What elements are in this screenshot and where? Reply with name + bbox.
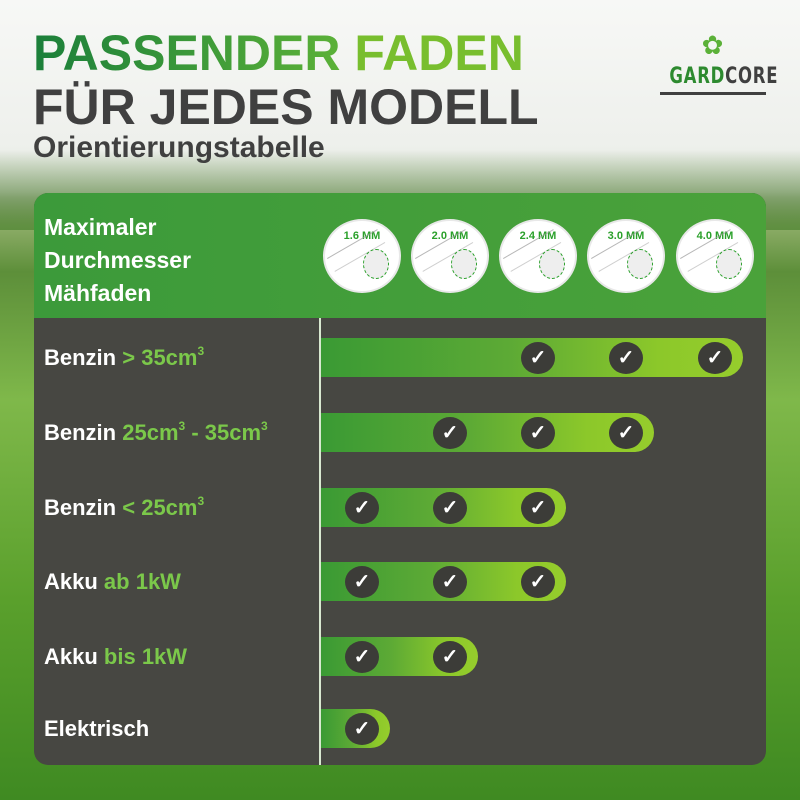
highlight-text: < 25cm bbox=[122, 495, 198, 520]
title-line-1: PASSENDER FADEN bbox=[33, 28, 524, 78]
check-icon: ✓ bbox=[433, 641, 467, 673]
check-icon: ✓ bbox=[521, 492, 555, 524]
row-label-main: Akku bbox=[44, 644, 98, 669]
row-label: Benzin < 25cm3 bbox=[44, 495, 204, 520]
superscript: 3 bbox=[261, 419, 268, 433]
row-label-highlight: < 25cm3 bbox=[122, 495, 204, 520]
line-cross-section-icon bbox=[539, 249, 565, 279]
row-label-main: Benzin bbox=[44, 345, 117, 370]
size-circle-1: 2.0 MM bbox=[411, 219, 489, 293]
highlight-text: > 35cm bbox=[122, 345, 198, 370]
line-cross-section-icon bbox=[627, 249, 653, 279]
check-icon: ✓ bbox=[521, 342, 555, 374]
highlight-text: bis 1kW bbox=[103, 644, 188, 669]
row-label: Akku ab 1kW bbox=[44, 571, 181, 593]
size-circle-4: 4.0 MM bbox=[676, 219, 754, 293]
logo-text-gard: GARD bbox=[669, 64, 726, 89]
check-icon: ✓ bbox=[609, 417, 643, 449]
check-icon: ✓ bbox=[698, 342, 732, 374]
header-label-line: Mähfaden bbox=[44, 280, 152, 306]
logo-underline bbox=[659, 92, 766, 95]
gardcore-logo: ✿ GARDCORE bbox=[655, 30, 777, 112]
check-icon: ✓ bbox=[345, 641, 379, 673]
header-label-line: Maximaler bbox=[44, 214, 157, 240]
header-label-line: Durchmesser bbox=[44, 247, 192, 273]
logo-text-core: CORE bbox=[725, 64, 779, 89]
highlight-text: 25cm bbox=[122, 420, 179, 445]
line-cross-section-icon bbox=[716, 249, 742, 279]
size-label: 1.6 MM bbox=[343, 230, 381, 242]
check-icon: ✓ bbox=[609, 342, 643, 374]
row-label-highlight: bis 1kW bbox=[104, 644, 187, 669]
header-label: Maximaler Durchmesser Mähfaden bbox=[44, 211, 191, 310]
size-label: 2.4 MM bbox=[519, 230, 557, 242]
size-circle-0: 1.6 MM bbox=[323, 219, 401, 293]
size-label: 4.0 MM bbox=[696, 230, 734, 242]
highlight-text: ab 1kW bbox=[103, 569, 181, 594]
row-label-highlight: 25cm3 - 35cm3 bbox=[122, 420, 267, 445]
row-label-main: Elektrisch bbox=[44, 716, 150, 741]
check-icon: ✓ bbox=[345, 713, 379, 745]
row-label-main: Benzin bbox=[44, 495, 117, 520]
row-label: Akku bis 1kW bbox=[44, 646, 187, 668]
size-label: 2.0 MM bbox=[431, 230, 469, 242]
row-label-highlight: ab 1kW bbox=[104, 569, 181, 594]
subtitle: Orientierungstabelle bbox=[33, 131, 325, 164]
superscript: 3 bbox=[197, 344, 205, 358]
compatibility-bar bbox=[321, 413, 654, 452]
title-word-faden: FADEN bbox=[354, 25, 524, 81]
row-label-highlight: > 35cm3 bbox=[122, 345, 204, 370]
title-word-passender: PASSENDER bbox=[33, 25, 341, 81]
plant-icon: ✿ bbox=[701, 30, 724, 60]
check-icon: ✓ bbox=[433, 492, 467, 524]
size-circle-2: 2.4 MM bbox=[499, 219, 577, 293]
row-label-main: Benzin bbox=[44, 420, 117, 445]
line-cross-section-icon bbox=[363, 249, 389, 279]
size-label: 3.0 MM bbox=[607, 230, 645, 242]
check-icon: ✓ bbox=[345, 566, 379, 598]
table-header: Maximaler Durchmesser Mähfaden 1.6 MM 2.0… bbox=[34, 193, 766, 318]
superscript: 3 bbox=[197, 494, 205, 508]
highlight-suffix: - 35cm bbox=[185, 420, 262, 445]
line-cross-section-icon bbox=[451, 249, 477, 279]
compatibility-table: Maximaler Durchmesser Mähfaden 1.6 MM 2.0… bbox=[34, 193, 766, 765]
superscript: 3 bbox=[178, 419, 186, 433]
check-icon: ✓ bbox=[521, 417, 555, 449]
check-icon: ✓ bbox=[433, 566, 467, 598]
title-line-2: FÜR JEDES MODELL bbox=[33, 79, 539, 135]
size-circle-3: 3.0 MM bbox=[587, 219, 665, 293]
check-icon: ✓ bbox=[521, 566, 555, 598]
row-label: Benzin 25cm3 - 35cm3 bbox=[44, 420, 268, 445]
row-label: Benzin > 35cm3 bbox=[44, 345, 204, 370]
row-label: Elektrisch bbox=[44, 718, 149, 740]
check-icon: ✓ bbox=[345, 492, 379, 524]
check-icon: ✓ bbox=[433, 417, 467, 449]
column-divider bbox=[319, 318, 321, 765]
row-label-main: Akku bbox=[44, 569, 98, 594]
